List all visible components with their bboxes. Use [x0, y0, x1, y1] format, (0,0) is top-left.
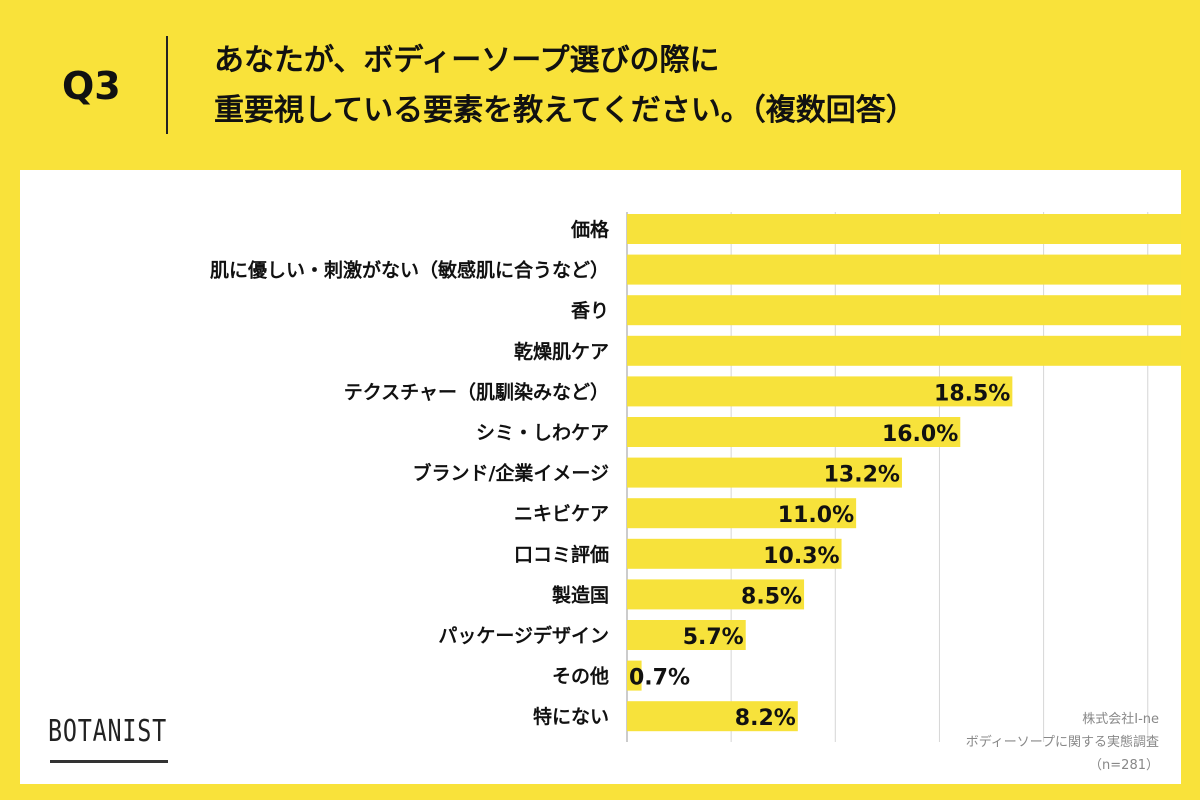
question-title: あなたが、ボディーソープ選びの際に 重要視している要素を教えてください。（複数回…	[214, 36, 1174, 136]
source-sample-size: （n=281）	[1089, 758, 1159, 773]
question-number: Q3	[62, 64, 121, 108]
header-divider	[166, 36, 168, 134]
bar	[627, 254, 1181, 285]
category-label: ブランド/企業イメージ	[412, 462, 609, 485]
bar	[627, 701, 798, 732]
value-label: 0.7%	[629, 666, 690, 691]
value-label: 5.7%	[683, 625, 744, 650]
question-title-line-2: 重要視している要素を教えてください。（複数回答）	[214, 93, 916, 128]
category-label: 香り	[570, 300, 609, 322]
category-label: 価格	[570, 218, 610, 241]
bar-chart: 価格48.4%肌に優しい・刺激がない（敏感肌に合うなど）48.0%香り38.8%…	[210, 212, 1181, 742]
bar	[627, 538, 842, 569]
category-label: テクスチャー（肌馴染みなど）	[344, 380, 609, 403]
bar	[627, 457, 902, 488]
category-label: 製造国	[551, 583, 609, 606]
bar	[627, 660, 642, 691]
value-label: 8.5%	[741, 584, 802, 609]
category-label: その他	[552, 665, 609, 688]
value-label: 10.3%	[763, 544, 839, 569]
bar	[627, 417, 961, 447]
brand-logo-underline	[50, 760, 168, 763]
category-label: 口コミ評価	[514, 543, 609, 566]
header: Q3 あなたが、ボディーソープ選びの際に 重要視している要素を教えてください。（…	[0, 0, 1200, 170]
value-label: 13.2%	[824, 463, 900, 488]
value-label: 11.0%	[778, 503, 854, 528]
category-label: ニキビケア	[514, 503, 609, 525]
bar	[627, 620, 746, 650]
bar	[627, 295, 1181, 326]
chart-panel: 価格48.4%肌に優しい・刺激がない（敏感肌に合うなど）48.0%香り38.8%…	[20, 170, 1181, 784]
source-survey: ボディーソープに関する実態調査	[965, 735, 1159, 750]
category-label: シミ・しわケア	[476, 422, 609, 444]
bar	[627, 376, 1013, 407]
bar	[627, 335, 1181, 366]
bar	[627, 498, 857, 529]
value-label: 8.2%	[735, 706, 796, 731]
brand-logo: BOTANIST	[48, 714, 167, 749]
category-label: 肌に優しい・刺激がない（敏感肌に合うなど）	[210, 259, 609, 282]
question-title-line-1: あなたが、ボディーソープ選びの際に	[214, 43, 720, 78]
source-note: 株式会社I-ne ボディーソープに関する実態調査 （n=281）	[966, 708, 1159, 777]
value-label: 18.5%	[934, 381, 1010, 406]
category-label: パッケージデザイン	[438, 624, 609, 647]
category-label: 特にない	[533, 706, 609, 728]
source-company: 株式会社I-ne	[1082, 712, 1159, 727]
bar	[627, 579, 805, 610]
value-label: 16.0%	[882, 422, 958, 447]
bar	[627, 214, 1181, 244]
category-label: 乾燥肌ケア	[514, 340, 609, 363]
